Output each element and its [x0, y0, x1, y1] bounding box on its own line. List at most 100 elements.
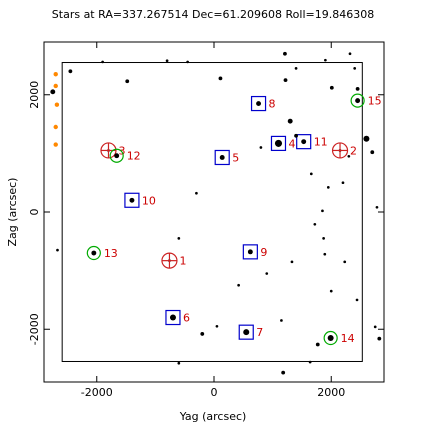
field-star: [322, 237, 325, 240]
y-tick-label: -2000: [28, 313, 41, 345]
field-star: [165, 59, 169, 63]
field-star: [283, 78, 288, 83]
field-star: [294, 67, 298, 70]
field-star: [324, 58, 327, 62]
star-8: [256, 101, 262, 107]
bad-pixel-marker: [53, 83, 58, 89]
field-star: [353, 67, 357, 70]
star-11: [301, 139, 307, 145]
star-4: [274, 139, 283, 147]
field-star: [355, 86, 360, 91]
field-star: [215, 324, 219, 328]
field-star: [377, 336, 382, 341]
guide-box-11: [296, 134, 312, 150]
star-6: [169, 314, 176, 321]
y-tick-label: 2000: [28, 81, 41, 109]
ccd-outline: [61, 62, 363, 362]
field-star: [68, 69, 73, 74]
guide-box-10: [124, 192, 140, 208]
field-star: [329, 85, 334, 90]
star-label-4: 4: [288, 137, 295, 150]
star-label-2: 2: [350, 144, 357, 157]
x-tick-label: 2000: [317, 386, 345, 399]
acq-circle-14: [323, 330, 338, 346]
bad-pixel-marker: [53, 72, 58, 77]
star-7: [243, 329, 250, 336]
field-star: [56, 248, 59, 252]
star-9: [247, 249, 253, 255]
star-label-1: 1: [179, 255, 186, 268]
guide-box-9: [242, 244, 258, 260]
y-axis-label: Zag (arcsec): [6, 178, 19, 247]
field-star: [50, 89, 56, 95]
acq-circle-15: [350, 93, 365, 108]
field-star: [309, 172, 313, 176]
field-star: [363, 135, 370, 142]
star-label-9: 9: [260, 246, 267, 259]
star-14: [327, 335, 334, 342]
star-label-12: 12: [127, 150, 141, 163]
star-12: [114, 153, 120, 159]
field-star: [177, 237, 181, 240]
field-star: [321, 209, 324, 213]
acq-circle-12: [109, 148, 124, 163]
field-star: [370, 150, 375, 155]
star-label-6: 6: [183, 312, 190, 325]
field-star: [308, 360, 312, 364]
field-star: [347, 154, 351, 158]
x-tick-label: -2000: [81, 386, 113, 399]
star-10: [129, 197, 135, 203]
field-star: [186, 60, 189, 64]
star-15: [355, 98, 361, 104]
star-label-5: 5: [232, 151, 239, 164]
guide-box-5: [214, 149, 230, 166]
field-star: [323, 252, 327, 256]
star-5: [219, 155, 225, 160]
field-star: [341, 181, 345, 185]
bad-pixel-marker: [54, 102, 60, 107]
field-star: [355, 298, 359, 302]
star-label-13: 13: [104, 247, 118, 260]
field-star: [343, 260, 347, 264]
acq-circle-13: [86, 245, 101, 261]
field-star: [375, 205, 379, 209]
guide-box-4: [270, 135, 287, 152]
field-star: [294, 133, 298, 138]
field-star: [237, 283, 240, 287]
star-label-3: 3: [118, 144, 125, 157]
star-label-7: 7: [256, 326, 263, 339]
field-star: [125, 79, 130, 84]
field-star: [287, 118, 293, 124]
chart-title: Stars at RA=337.267514 Dec=61.209608 Rol…: [52, 8, 374, 21]
star-label-10: 10: [142, 194, 156, 207]
field-star: [348, 52, 352, 56]
field-star: [280, 319, 283, 322]
field-star: [265, 272, 269, 275]
guide-box-6: [165, 309, 181, 326]
field-star: [313, 222, 317, 226]
field-star: [283, 51, 287, 56]
field-star: [101, 60, 104, 64]
star-label-15: 15: [368, 95, 382, 108]
field-star: [329, 289, 333, 293]
field-star: [218, 76, 223, 81]
x-tick-label: 0: [211, 386, 218, 399]
field-star: [259, 146, 263, 149]
field-star: [195, 191, 198, 195]
star-label-14: 14: [341, 332, 355, 345]
guide-box-8: [250, 95, 267, 112]
x-axis-label: Yag (arcsec): [179, 410, 247, 423]
bad-pixel-marker: [53, 142, 58, 147]
star-label-8: 8: [269, 98, 276, 111]
bad-pixel-marker: [53, 124, 58, 130]
y-tick-label: 0: [28, 209, 41, 216]
field-star: [373, 325, 377, 329]
field-star: [326, 186, 330, 189]
field-star: [315, 342, 320, 347]
field-star: [177, 361, 181, 365]
field-star: [281, 370, 286, 375]
guide-box-7: [238, 324, 254, 340]
field-star: [200, 332, 205, 336]
